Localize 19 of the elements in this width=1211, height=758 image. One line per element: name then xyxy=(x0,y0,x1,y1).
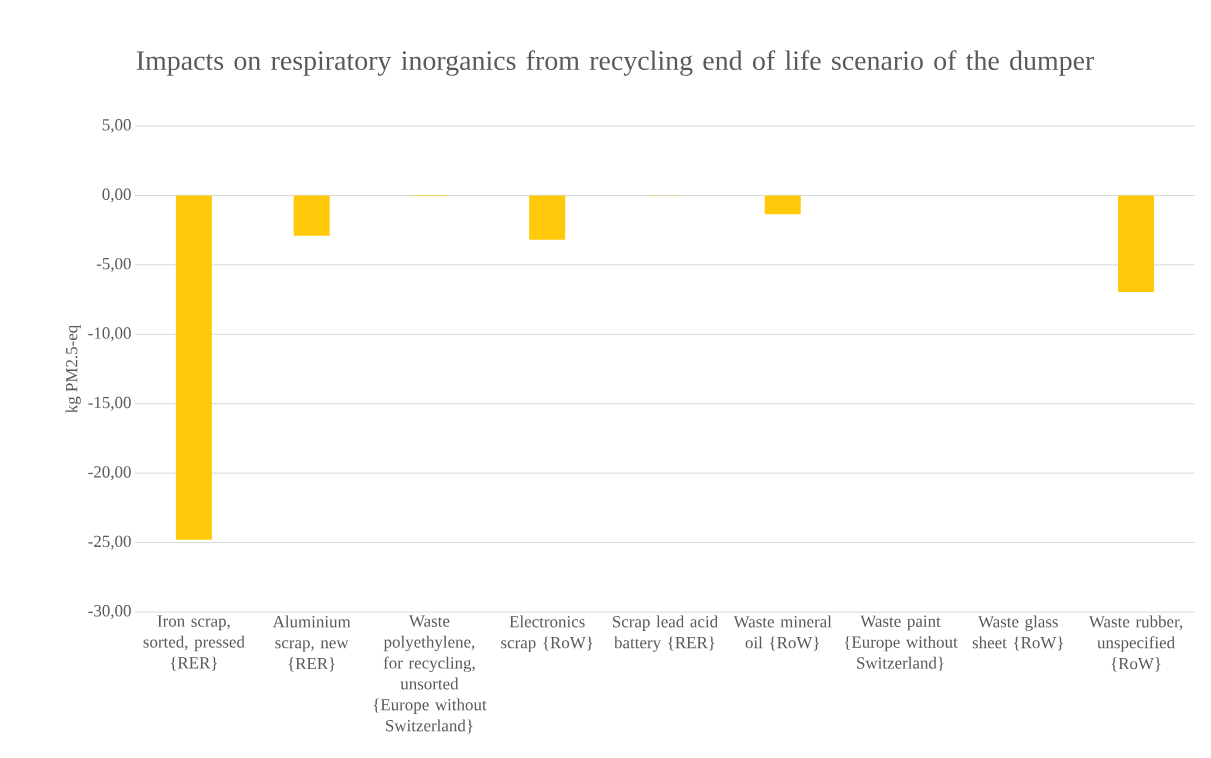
x-tick-label: Waste paint {Europe without Switzerland} xyxy=(844,615,958,671)
x-tick-label: Waste glass sheet {RoW} xyxy=(972,615,1063,651)
x-tick-label: Waste polyethylene, for recycling, unsorted {Europe without Switzerland} xyxy=(373,615,487,734)
y-tick-label: -10,00 xyxy=(88,327,131,342)
x-tick-label: Waste mineral oil {RoW} xyxy=(733,615,832,651)
y-tick-label: 0,00 xyxy=(102,188,131,203)
x-tick-label: Waste rubber, unspecified {RoW} xyxy=(1088,615,1183,672)
y-tick-label: -5,00 xyxy=(96,257,131,272)
x-tick-label: Iron scrap, sorted, pressed {RER} xyxy=(143,615,245,671)
x-tick-label: Scrap lead acid battery {RER} xyxy=(612,615,718,652)
y-tick-label: 5,00 xyxy=(102,119,131,133)
x-tick-label: Electronics scrap {RoW} xyxy=(501,615,593,652)
y-tick-label: -30,00 xyxy=(88,605,131,619)
y-tick-label: -20,00 xyxy=(88,466,131,481)
chart-title: Impacts on respiratory inorganics from recycling end of life scenario of the dumper xyxy=(136,50,1095,76)
y-tick-label: -25,00 xyxy=(88,535,131,550)
y-tick-label: -15,00 xyxy=(88,396,131,411)
x-tick-label: Aluminium scrap, new {RER} xyxy=(272,615,351,672)
y-axis-title: kg PM2.5-eq xyxy=(65,325,81,413)
